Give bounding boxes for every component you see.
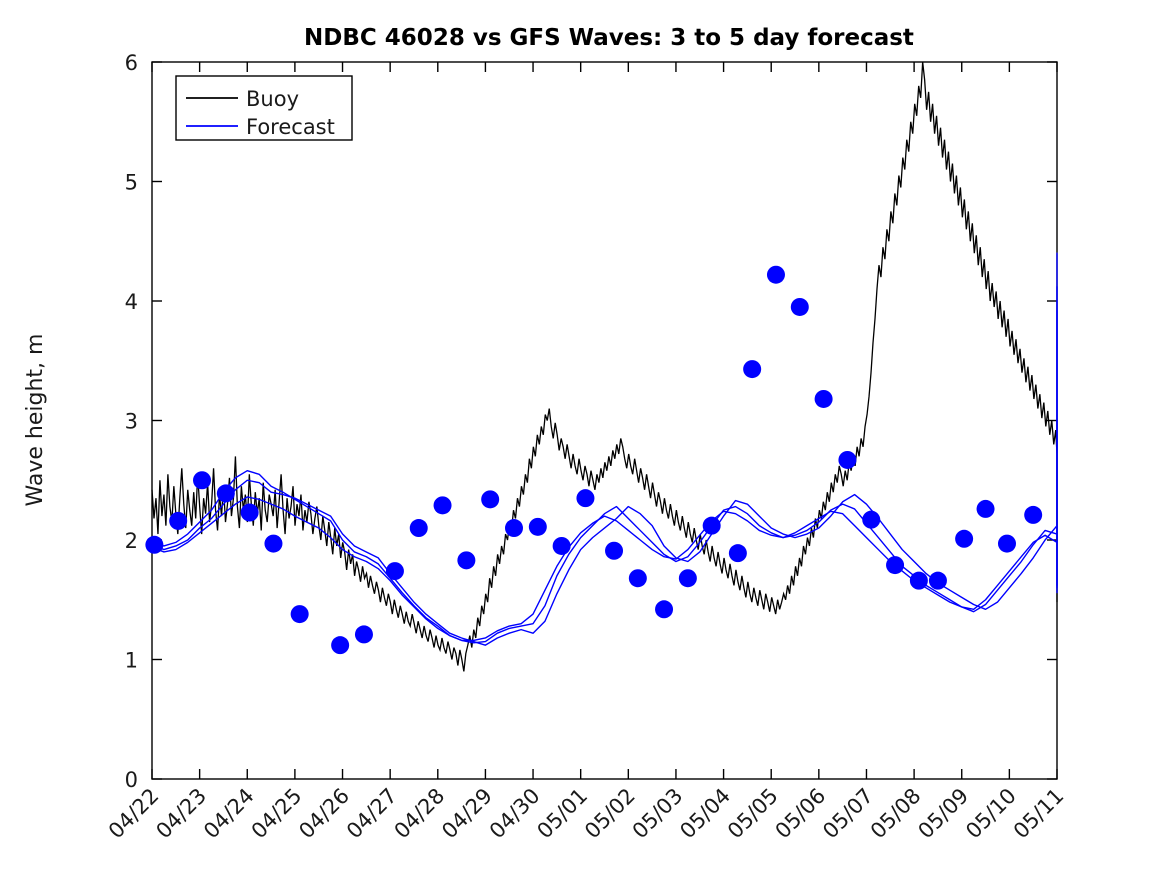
forecast-marker — [385, 562, 404, 581]
forecast-marker — [766, 265, 785, 284]
forecast-marker — [576, 489, 595, 508]
forecast-marker — [838, 450, 857, 469]
y-tick-label: 5 — [125, 171, 138, 195]
forecast-marker — [655, 600, 674, 619]
forecast-marker — [433, 496, 452, 515]
forecast-marker — [702, 516, 721, 535]
chart-legend[interactable]: Buoy Forecast — [175, 75, 353, 141]
forecast-marker — [814, 389, 833, 408]
forecast-marker — [331, 636, 350, 655]
forecast-marker — [886, 556, 905, 575]
forecast-marker — [678, 569, 697, 588]
forecast-marker — [169, 511, 188, 530]
forecast-marker — [976, 499, 995, 518]
chart-title: NDBC 46028 vs GFS Waves: 3 to 5 day fore… — [304, 25, 914, 51]
y-tick-label: 1 — [125, 649, 138, 673]
forecast-marker — [955, 529, 974, 548]
forecast-marker — [457, 551, 476, 570]
forecast-marker — [193, 471, 212, 490]
forecast-marker — [1024, 505, 1043, 524]
y-tick-label: 2 — [125, 529, 138, 553]
forecast-marker — [481, 490, 500, 509]
forecast-marker — [728, 544, 747, 563]
forecast-marker — [528, 517, 547, 536]
forecast-marker — [240, 503, 259, 522]
forecast-marker — [552, 536, 571, 555]
forecast-marker — [290, 605, 309, 624]
y-tick-label: 4 — [125, 290, 138, 314]
forecast-marker — [264, 534, 283, 553]
forecast-marker — [862, 510, 881, 529]
forecast-marker — [928, 571, 947, 590]
legend-label-forecast[interactable]: Forecast — [246, 115, 335, 139]
legend-label-buoy[interactable]: Buoy — [246, 87, 299, 111]
forecast-marker — [354, 625, 373, 644]
forecast-marker — [909, 571, 928, 590]
y-tick-label: 0 — [125, 768, 138, 792]
forecast-marker — [505, 519, 523, 538]
legend-box — [175, 75, 353, 141]
forecast-marker — [605, 541, 624, 560]
forecast-marker — [628, 569, 647, 588]
y-axis-label: Wave height, m — [23, 334, 48, 507]
forecast-marker — [790, 297, 809, 316]
marker-layer — [145, 265, 1043, 655]
y-tick-label: 3 — [125, 410, 138, 434]
forecast-marker — [997, 534, 1016, 553]
forecast-marker — [409, 519, 428, 538]
forecast-marker — [216, 484, 235, 503]
series-forecast-day-5 — [151, 309, 1058, 642]
forecast-marker — [145, 535, 164, 554]
y-axis: 0 1 2 3 4 5 6 — [125, 51, 1057, 792]
y-tick-label: 6 — [125, 51, 138, 75]
forecast-marker — [743, 360, 762, 379]
